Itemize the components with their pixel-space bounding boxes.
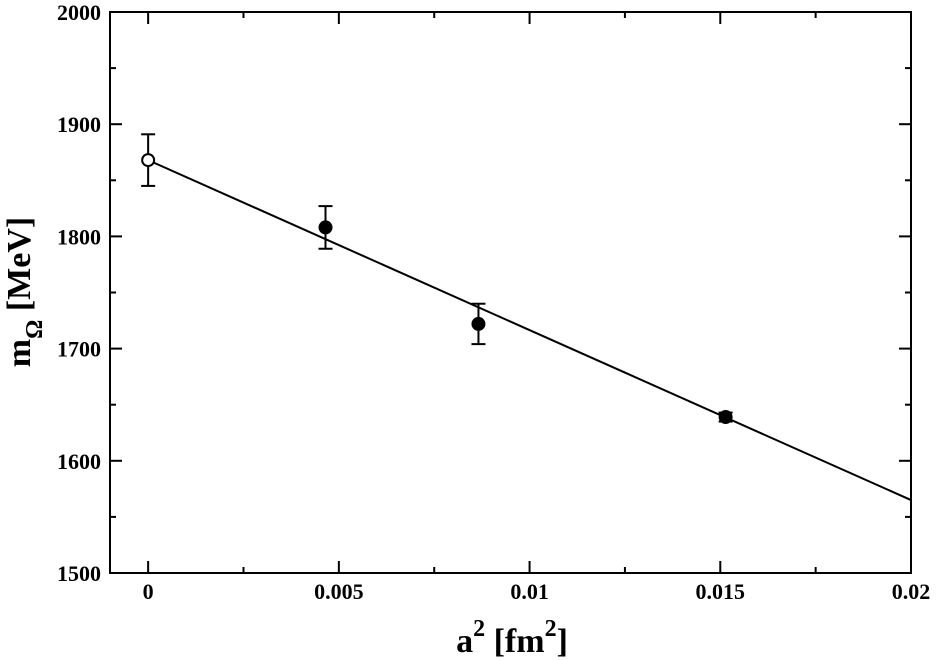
x-axis-title: a2 [fm2]	[456, 616, 568, 660]
y-tick-labels: 1500 1600 1700 1800 1900 2000	[57, 0, 101, 586]
y-tick-label: 1600	[57, 449, 101, 474]
data-points	[141, 133, 733, 425]
x-tick-labels: 0 0.005 0.01 0.015 0.02	[143, 579, 931, 604]
y-tick-label: 1500	[57, 561, 101, 586]
y-axis-title: mΩ [MeV]	[1, 217, 48, 367]
y-tick-label: 1900	[57, 112, 101, 137]
plot-frame	[109, 11, 912, 574]
x-tick-label: 0	[143, 579, 154, 604]
data-point	[471, 316, 486, 331]
y-tick-label: 1700	[57, 337, 101, 362]
x-tick-label: 0.02	[892, 579, 931, 604]
fit-line	[147, 159, 912, 501]
x-tick-label: 0.015	[696, 579, 746, 604]
data-point	[318, 220, 333, 235]
y-tick-label: 2000	[57, 0, 101, 25]
y-tick-label: 1800	[57, 224, 101, 249]
data-point	[718, 410, 733, 425]
data-point-open	[141, 153, 156, 168]
axis-ticks	[110, 11, 912, 574]
x-tick-label: 0.005	[314, 579, 364, 604]
fit-line-group	[147, 159, 912, 501]
x-tick-label: 0.01	[510, 579, 549, 604]
